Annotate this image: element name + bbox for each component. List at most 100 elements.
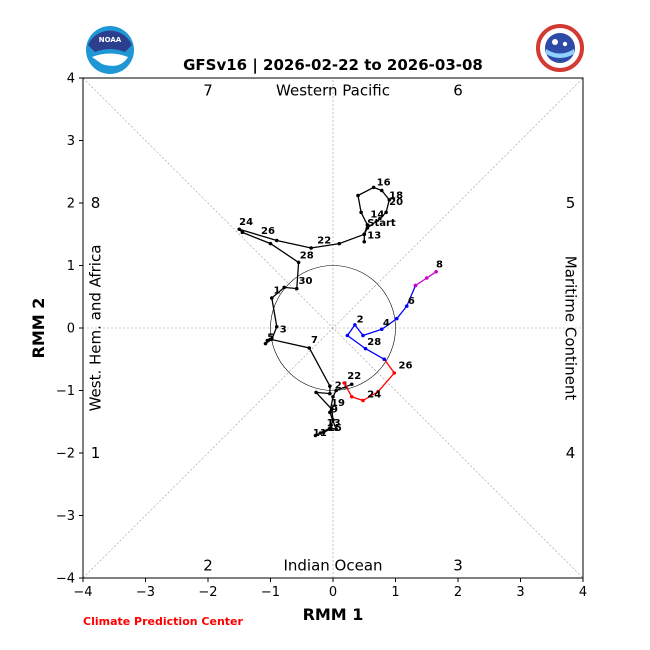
series-point [371,185,376,190]
plot-area: −4 −3 −2 −1 0 1 2 3 4 −4 −3 −2 −1 0 1 2 3 4 1 2 3 4 5 6 7 8 Wester… [56,72,587,601]
point-label: 18 [389,191,403,202]
series-point [359,210,363,215]
point-label: 5 [267,332,274,343]
phase-label: 2 [203,557,213,575]
x-tick-label: 4 [579,585,587,600]
series-point [345,333,350,338]
point-label: 28 [300,251,314,262]
point-label: 26 [261,226,275,237]
series-point [392,371,397,375]
series-point [356,193,360,198]
unit-circle [270,265,396,391]
y-tick-label: −4 [56,572,75,587]
series-point [361,398,365,403]
point-label: 22 [317,236,331,247]
series-point [413,283,418,288]
point-label: 24 [367,389,381,400]
series-point [268,241,273,246]
series-point [265,338,270,343]
point-label: 22 [347,371,361,382]
series-point [328,410,332,415]
series-point [365,226,370,230]
series-point [378,216,382,221]
chart-title: GFSv16 | 2026-02-22 to 2026-03-08 [183,56,483,75]
series-point [313,433,318,438]
region-label-left: West. Hem. and Africa [87,245,105,412]
series-point [382,357,387,362]
series-point [321,430,326,435]
x-tick-label: 0 [329,585,337,600]
point-label: 14 [370,209,384,220]
x-tick-label: 3 [516,585,524,600]
x-tick-label: −3 [136,585,155,600]
y-tick-label: 4 [67,72,75,87]
series-point [342,381,347,385]
x-tick-label: −2 [198,585,217,600]
phase-label: 8 [91,194,101,212]
series-point [362,232,367,237]
phase-label: 5 [566,194,576,212]
series-point [314,390,318,395]
series-point [384,210,388,215]
point-label: 28 [367,337,381,348]
point-label: 13 [367,231,381,242]
series-point [376,389,380,394]
point-label: 30 [299,276,313,287]
series-point [353,323,357,327]
y-tick-label: 2 [67,197,75,212]
noaa-logo-text: NOAA [99,36,122,44]
point-label: 7 [311,335,318,346]
point-label: 11 [313,428,327,439]
series-point [331,418,335,422]
phase-label: 6 [453,82,463,100]
series-point [328,426,332,430]
point-label: 24 [239,217,253,228]
series-point [394,316,399,321]
credit-text: Climate Prediction Center [83,615,243,628]
series-point [328,384,332,388]
series-point [282,285,287,290]
series-point [387,198,392,202]
phase-label: 3 [453,557,463,575]
region-label-bottom: Indian Ocean [283,557,382,575]
series-point [404,304,409,308]
series-point [379,188,384,193]
point-label: 19 [331,398,345,409]
point-label: 13 [327,418,341,429]
x-axis-label: RMM 1 [303,605,364,624]
y-tick-label: −2 [56,447,75,462]
y-tick-label: 0 [67,322,75,337]
y-tick-label: −3 [56,509,75,524]
nws-logo [536,24,584,72]
series-point [379,327,384,332]
series-point [362,239,367,244]
y-tick-label: 1 [67,259,75,274]
series-point [331,394,335,399]
point-label: 9 [331,404,338,415]
series-point [361,333,365,338]
series-point [434,269,438,274]
point-label: 2 [357,314,364,325]
point-label: 6 [408,296,415,307]
point-label: Start [367,218,396,229]
series-point [334,427,338,432]
series-point [263,341,268,346]
series-point [274,238,279,243]
series-point [274,324,279,329]
series-line [343,358,396,402]
series-point [334,388,338,393]
series-point [307,346,312,350]
point-label: 4 [383,318,390,329]
x-tick-label: −1 [261,585,280,600]
series-point [240,230,245,235]
y-tick-label: 3 [67,134,75,149]
point-label: 26 [399,361,413,372]
point-label: 15 [328,423,342,434]
point-label: 16 [377,177,391,188]
series-point [268,337,273,342]
series-point [365,223,370,227]
point-label: 3 [280,324,287,335]
series-point [424,276,429,280]
point-label: 20 [389,197,403,208]
phase-label: 1 [91,444,101,462]
